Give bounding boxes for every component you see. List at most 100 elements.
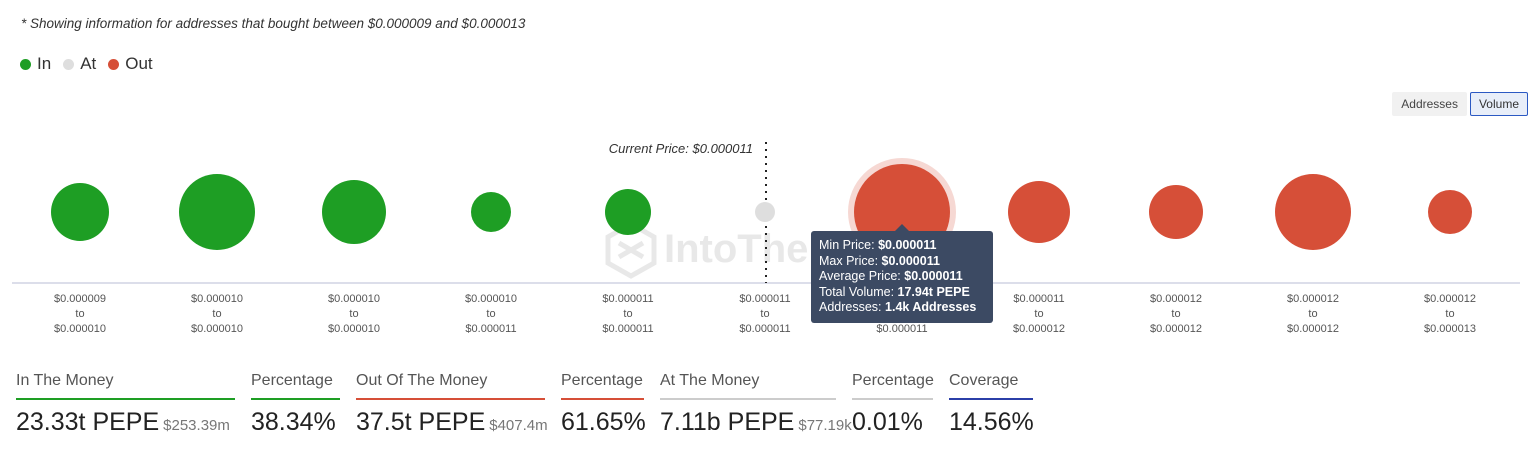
legend-item-in[interactable]: In bbox=[20, 54, 51, 74]
chart-area: IntoThe Current Price: $0.000011 $0.0000… bbox=[12, 141, 1520, 335]
x-tick-label-4-from: $0.000011 bbox=[602, 293, 653, 305]
legend-dot-out bbox=[108, 58, 120, 70]
stat-value: 38.34% bbox=[251, 408, 336, 436]
x-tick-label-1-to: $0.000010 bbox=[191, 323, 243, 335]
stat-usd-value: $77.19k bbox=[798, 417, 852, 434]
stat-out-percentage: Percentage 61.65% bbox=[561, 372, 646, 437]
x-tick-label-9-from: $0.000012 bbox=[1287, 293, 1339, 305]
bubble-in-4[interactable] bbox=[605, 189, 651, 235]
x-tick-label-7-to: $0.000012 bbox=[1013, 323, 1065, 335]
bubble-out-9[interactable] bbox=[1275, 174, 1351, 250]
info-note: * Showing information for addresses that… bbox=[21, 16, 526, 31]
bubble-in-2[interactable] bbox=[322, 180, 386, 244]
watermark-text: IntoThe bbox=[664, 227, 808, 271]
stat-value: 14.56% bbox=[949, 408, 1034, 436]
x-tick-label-5-from: $0.000011 bbox=[739, 293, 790, 305]
x-tick-label-7-to-word: to bbox=[1034, 308, 1043, 320]
stat-value-row: 23.33t PEPE $253.39m bbox=[16, 408, 235, 437]
stat-usd-value: $253.39m bbox=[163, 417, 230, 434]
current-price-label: Current Price: $0.000011 bbox=[609, 141, 753, 156]
x-tick-label-5-to-word: to bbox=[760, 308, 769, 320]
tooltip-vol-label: Total Volume: bbox=[819, 284, 895, 299]
legend-dot-at bbox=[63, 58, 75, 70]
x-tick-label-4-to: $0.000011 bbox=[602, 323, 653, 335]
tooltip-avg-value: $0.000011 bbox=[904, 269, 963, 283]
stat-value-row: 7.11b PEPE $77.19k bbox=[660, 408, 852, 437]
stat-value: 7.11b PEPE bbox=[660, 408, 795, 436]
bubble-in-0[interactable] bbox=[51, 183, 109, 241]
stat-label: Percentage bbox=[561, 372, 644, 400]
x-tick-label-9-to: $0.000012 bbox=[1287, 323, 1339, 335]
x-tick-label-2-to: $0.000010 bbox=[328, 323, 380, 335]
bubble-out-10[interactable] bbox=[1428, 190, 1472, 234]
tooltip-vol-row: Total Volume: 17.94t PEPE bbox=[819, 285, 985, 301]
legend: In At Out bbox=[20, 54, 153, 74]
bubble-at-5[interactable] bbox=[755, 202, 775, 222]
legend-item-at[interactable]: At bbox=[63, 54, 96, 74]
legend-dot-in bbox=[20, 58, 31, 70]
legend-label-in: In bbox=[37, 54, 52, 73]
x-tick-label-0-from: $0.000009 bbox=[54, 293, 106, 305]
x-tick-label-1-to-word: to bbox=[212, 308, 221, 320]
bubble-in-3[interactable] bbox=[471, 192, 511, 232]
stat-out-of-the-money: Out Of The Money 37.5t PEPE $407.4m bbox=[356, 372, 548, 437]
tooltip-vol-value: 17.94t PEPE bbox=[897, 284, 970, 299]
stat-label: Percentage bbox=[852, 372, 934, 400]
bubble-out-8[interactable] bbox=[1149, 185, 1203, 239]
x-tick-label-8-to-word: to bbox=[1171, 308, 1180, 320]
tooltip-addr-label: Addresses: bbox=[819, 300, 882, 314]
tooltip-avg-row: Average Price: $0.000011 bbox=[819, 269, 985, 285]
stat-label: Coverage bbox=[949, 372, 1033, 400]
bubble-out-7[interactable] bbox=[1008, 181, 1070, 243]
legend-label-out: Out bbox=[125, 54, 153, 73]
view-toggle: Addresses Volume bbox=[1392, 92, 1528, 116]
stat-value: 0.01% bbox=[852, 408, 923, 436]
x-tick-label-10-to-word: to bbox=[1445, 308, 1454, 320]
tooltip-avg-label: Average Price: bbox=[819, 269, 901, 283]
watermark-logo-icon bbox=[605, 221, 657, 279]
legend-item-out[interactable]: Out bbox=[108, 54, 153, 74]
x-tick-label-0-to: $0.000010 bbox=[54, 323, 106, 335]
tooltip-addr-row: Addresses: 1.4k Addresses bbox=[819, 300, 985, 316]
x-tick-label-4-to-word: to bbox=[623, 308, 632, 320]
tooltip-min-row: Min Price: $0.000011 bbox=[819, 238, 985, 254]
tooltip: Min Price: $0.000011 Max Price: $0.00001… bbox=[811, 224, 993, 323]
x-tick-label-9-to-word: to bbox=[1308, 308, 1317, 320]
tooltip-max-row: Max Price: $0.000011 bbox=[819, 254, 985, 270]
tooltip-addr-value: 1.4k Addresses bbox=[885, 300, 977, 314]
addresses-button[interactable]: Addresses bbox=[1392, 92, 1467, 116]
x-tick-label-0-to-word: to bbox=[75, 308, 84, 320]
stat-label: In The Money bbox=[16, 372, 235, 400]
stat-label: Percentage bbox=[251, 372, 340, 400]
tooltip-max-label: Max Price: bbox=[819, 253, 879, 268]
stat-in-percentage: Percentage 38.34% bbox=[251, 372, 340, 437]
x-tick-label-1-from: $0.000010 bbox=[191, 293, 243, 305]
x-tick-label-2-from: $0.000010 bbox=[328, 293, 380, 305]
tooltip-min-value: $0.000011 bbox=[878, 238, 937, 252]
x-tick-label-3-to: $0.000011 bbox=[465, 323, 516, 335]
bubble-in-1[interactable] bbox=[179, 174, 255, 250]
x-tick-label-7-from: $0.000011 bbox=[1013, 293, 1064, 305]
legend-label-at: At bbox=[80, 54, 97, 73]
stat-coverage: Coverage 14.56% bbox=[949, 372, 1034, 437]
x-tick-label-10-from: $0.000012 bbox=[1424, 293, 1476, 305]
x-tick-label-3-to-word: to bbox=[486, 308, 495, 320]
tooltip-min-label: Min Price: bbox=[819, 238, 875, 252]
x-tick-label-10-to: $0.000013 bbox=[1424, 323, 1476, 335]
volume-button[interactable]: Volume bbox=[1469, 92, 1528, 116]
watermark: IntoThe bbox=[605, 221, 808, 279]
x-tick-label-6-to: $0.000011 bbox=[876, 323, 927, 335]
x-tick-label-3-from: $0.000010 bbox=[465, 293, 517, 305]
x-tick-label-5-to: $0.000011 bbox=[739, 323, 790, 335]
stats-row: In The Money 23.33t PEPE $253.39m Percent… bbox=[16, 372, 1049, 437]
stat-value: 37.5t PEPE bbox=[356, 408, 486, 436]
x-tick-label-8-from: $0.000012 bbox=[1150, 293, 1202, 305]
stat-usd-value: $407.4m bbox=[489, 417, 548, 434]
x-tick-label-8-to: $0.000012 bbox=[1150, 323, 1202, 335]
stat-label: Out Of The Money bbox=[356, 372, 545, 400]
stat-in-the-money: In The Money 23.33t PEPE $253.39m bbox=[16, 372, 235, 437]
stat-value: 23.33t PEPE bbox=[16, 408, 160, 436]
x-tick-label-2-to-word: to bbox=[349, 308, 358, 320]
stat-value-row: 37.5t PEPE $407.4m bbox=[356, 408, 548, 437]
stat-label: At The Money bbox=[660, 372, 836, 400]
